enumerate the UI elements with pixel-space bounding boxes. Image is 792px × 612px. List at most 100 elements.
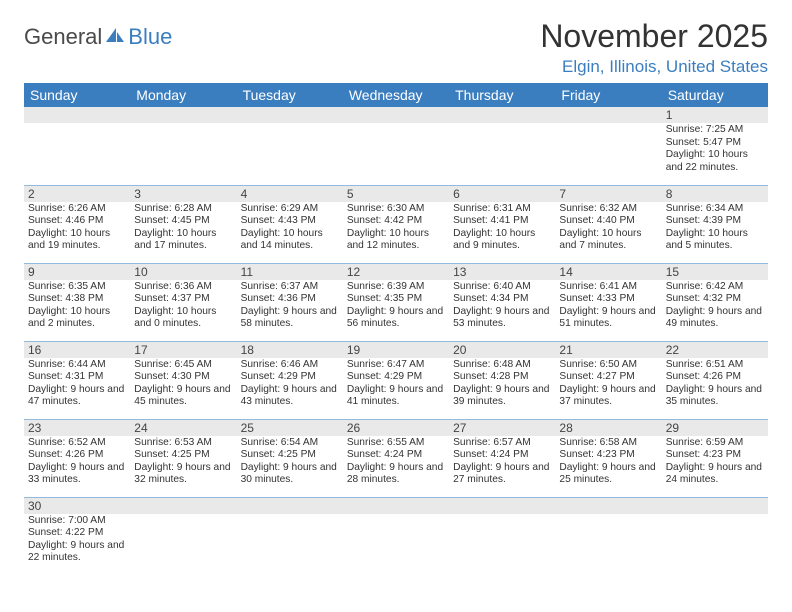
day-number: 24 [130,420,236,436]
day-header-row: Sunday Monday Tuesday Wednesday Thursday… [24,83,768,107]
day-details: Sunrise: 6:30 AMSunset: 4:42 PMDaylight:… [343,202,449,256]
calendar-day-cell: 29Sunrise: 6:59 AMSunset: 4:23 PMDayligh… [662,419,768,497]
sunset-line: Sunset: 4:45 PM [134,215,232,228]
day-number: 27 [449,420,555,436]
sunset-line: Sunset: 4:25 PM [241,449,339,462]
day-number-empty [555,107,661,123]
day-details: Sunrise: 6:40 AMSunset: 4:34 PMDaylight:… [449,280,555,334]
day-number: 15 [662,264,768,280]
day-number-empty [130,107,236,123]
daylight-line: Daylight: 10 hours and 0 minutes. [134,306,232,331]
sunset-line: Sunset: 4:41 PM [453,215,551,228]
calendar-week: 2Sunrise: 6:26 AMSunset: 4:46 PMDaylight… [24,185,768,263]
day-details: Sunrise: 6:55 AMSunset: 4:24 PMDaylight:… [343,436,449,490]
sunrise-line: Sunrise: 6:26 AM [28,203,126,216]
day-header: Sunday [24,83,130,107]
sunset-line: Sunset: 4:38 PM [28,293,126,306]
calendar-day-cell: 11Sunrise: 6:37 AMSunset: 4:36 PMDayligh… [237,263,343,341]
calendar-day-cell: 10Sunrise: 6:36 AMSunset: 4:37 PMDayligh… [130,263,236,341]
sunset-line: Sunset: 4:34 PM [453,293,551,306]
day-details: Sunrise: 6:48 AMSunset: 4:28 PMDaylight:… [449,358,555,412]
daylight-line: Daylight: 10 hours and 17 minutes. [134,228,232,253]
sunrise-line: Sunrise: 6:40 AM [453,281,551,294]
sunset-line: Sunset: 4:35 PM [347,293,445,306]
calendar-day-cell: 8Sunrise: 6:34 AMSunset: 4:39 PMDaylight… [662,185,768,263]
calendar-table: Sunday Monday Tuesday Wednesday Thursday… [24,83,768,575]
calendar-day-cell [343,107,449,185]
sunset-line: Sunset: 4:31 PM [28,371,126,384]
day-number-empty [449,107,555,123]
day-number-empty [237,107,343,123]
day-details: Sunrise: 6:52 AMSunset: 4:26 PMDaylight:… [24,436,130,490]
calendar-week: 9Sunrise: 6:35 AMSunset: 4:38 PMDaylight… [24,263,768,341]
day-details: Sunrise: 6:50 AMSunset: 4:27 PMDaylight:… [555,358,661,412]
calendar-day-cell [662,497,768,575]
calendar-day-cell [237,497,343,575]
daylight-line: Daylight: 10 hours and 22 minutes. [666,149,764,174]
day-number: 18 [237,342,343,358]
calendar-day-cell: 1Sunrise: 7:25 AMSunset: 5:47 PMDaylight… [662,107,768,185]
sunset-line: Sunset: 4:24 PM [453,449,551,462]
day-details: Sunrise: 6:46 AMSunset: 4:29 PMDaylight:… [237,358,343,412]
day-number-empty [130,498,236,514]
calendar-day-cell: 13Sunrise: 6:40 AMSunset: 4:34 PMDayligh… [449,263,555,341]
daylight-line: Daylight: 9 hours and 49 minutes. [666,306,764,331]
sunrise-line: Sunrise: 6:28 AM [134,203,232,216]
calendar-day-cell: 14Sunrise: 6:41 AMSunset: 4:33 PMDayligh… [555,263,661,341]
sunrise-line: Sunrise: 7:00 AM [28,515,126,528]
calendar-day-cell [24,107,130,185]
logo-text-blue: Blue [128,24,172,50]
day-number-empty [24,107,130,123]
calendar-day-cell [555,497,661,575]
sunset-line: Sunset: 4:23 PM [559,449,657,462]
calendar-day-cell: 24Sunrise: 6:53 AMSunset: 4:25 PMDayligh… [130,419,236,497]
day-number: 29 [662,420,768,436]
sunrise-line: Sunrise: 6:44 AM [28,359,126,372]
calendar-day-cell: 17Sunrise: 6:45 AMSunset: 4:30 PMDayligh… [130,341,236,419]
day-number: 17 [130,342,236,358]
sunset-line: Sunset: 4:22 PM [28,527,126,540]
day-number: 16 [24,342,130,358]
day-number: 19 [343,342,449,358]
daylight-line: Daylight: 9 hours and 22 minutes. [28,540,126,565]
day-details: Sunrise: 6:51 AMSunset: 4:26 PMDaylight:… [662,358,768,412]
day-number: 28 [555,420,661,436]
day-details: Sunrise: 6:42 AMSunset: 4:32 PMDaylight:… [662,280,768,334]
day-details: Sunrise: 6:37 AMSunset: 4:36 PMDaylight:… [237,280,343,334]
day-number: 25 [237,420,343,436]
day-details: Sunrise: 7:00 AMSunset: 4:22 PMDaylight:… [24,514,130,568]
day-details: Sunrise: 6:59 AMSunset: 4:23 PMDaylight:… [662,436,768,490]
calendar-day-cell: 25Sunrise: 6:54 AMSunset: 4:25 PMDayligh… [237,419,343,497]
calendar-day-cell: 4Sunrise: 6:29 AMSunset: 4:43 PMDaylight… [237,185,343,263]
sunset-line: Sunset: 4:29 PM [241,371,339,384]
calendar-day-cell [343,497,449,575]
day-number: 7 [555,186,661,202]
sunrise-line: Sunrise: 6:45 AM [134,359,232,372]
calendar-day-cell [130,497,236,575]
sunset-line: Sunset: 4:33 PM [559,293,657,306]
day-number: 20 [449,342,555,358]
sunrise-line: Sunrise: 6:55 AM [347,437,445,450]
day-number: 4 [237,186,343,202]
daylight-line: Daylight: 10 hours and 5 minutes. [666,228,764,253]
day-number: 14 [555,264,661,280]
day-number-empty [449,498,555,514]
day-number-empty [343,498,449,514]
sunrise-line: Sunrise: 6:41 AM [559,281,657,294]
sunset-line: Sunset: 4:26 PM [666,371,764,384]
calendar-week: 30Sunrise: 7:00 AMSunset: 4:22 PMDayligh… [24,497,768,575]
calendar-day-cell: 30Sunrise: 7:00 AMSunset: 4:22 PMDayligh… [24,497,130,575]
day-header: Tuesday [237,83,343,107]
sunset-line: Sunset: 4:40 PM [559,215,657,228]
day-number: 22 [662,342,768,358]
calendar-day-cell: 15Sunrise: 6:42 AMSunset: 4:32 PMDayligh… [662,263,768,341]
daylight-line: Daylight: 9 hours and 58 minutes. [241,306,339,331]
day-header: Saturday [662,83,768,107]
sunrise-line: Sunrise: 6:57 AM [453,437,551,450]
daylight-line: Daylight: 9 hours and 28 minutes. [347,462,445,487]
day-header: Friday [555,83,661,107]
sunrise-line: Sunrise: 6:54 AM [241,437,339,450]
daylight-line: Daylight: 9 hours and 45 minutes. [134,384,232,409]
sunrise-line: Sunrise: 6:50 AM [559,359,657,372]
calendar-week: 23Sunrise: 6:52 AMSunset: 4:26 PMDayligh… [24,419,768,497]
